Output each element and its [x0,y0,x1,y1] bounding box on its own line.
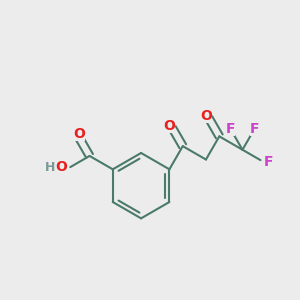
Text: F: F [226,122,235,136]
Text: F: F [250,122,259,136]
Text: O: O [200,109,212,123]
Text: O: O [56,160,67,174]
Text: F: F [263,154,273,169]
Text: H: H [44,160,55,174]
Text: O: O [164,119,175,133]
Text: O: O [73,128,85,141]
